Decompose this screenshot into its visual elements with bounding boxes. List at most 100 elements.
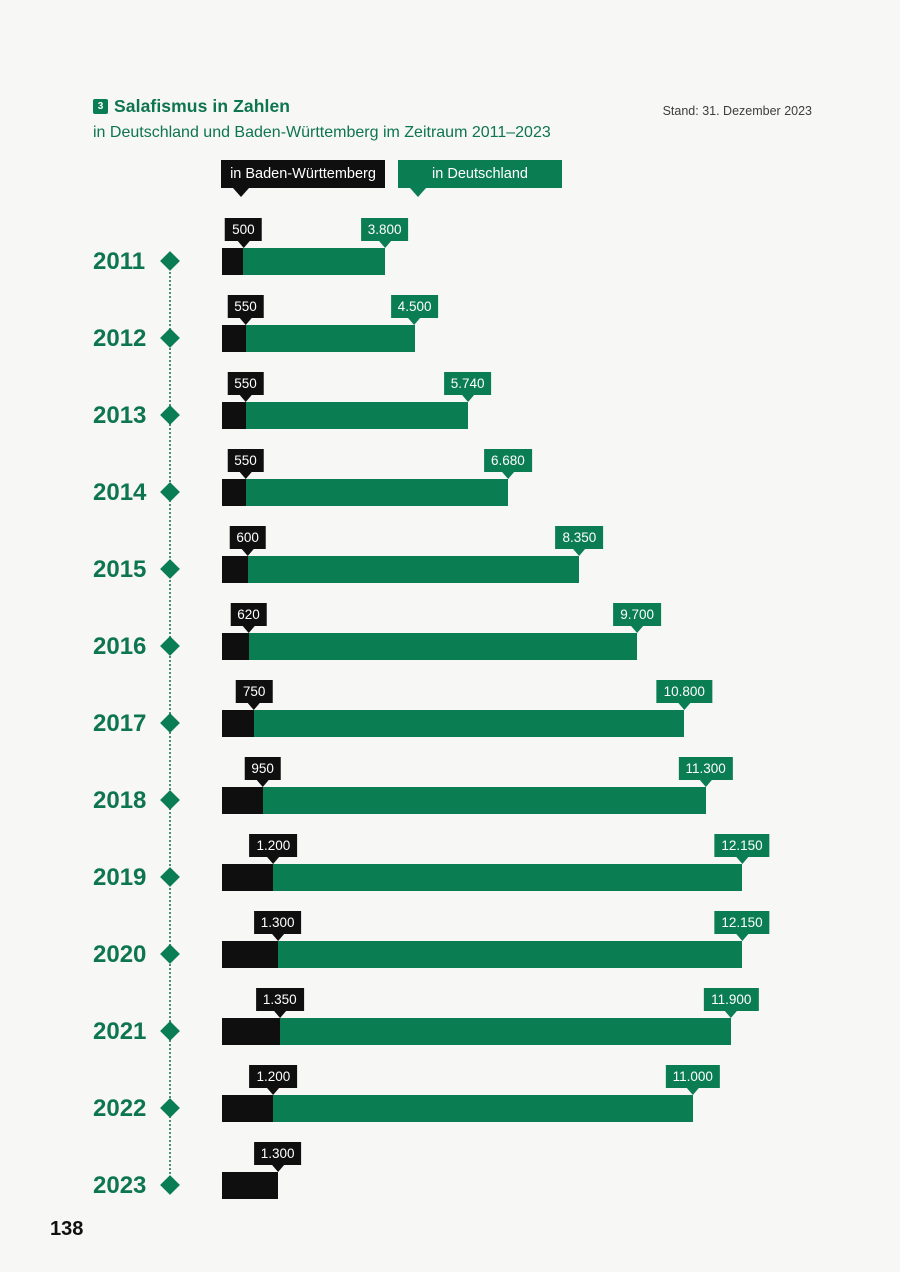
bar-group — [222, 1172, 278, 1199]
de-bar-segment — [245, 402, 468, 429]
bw-value-callout: 550 — [227, 372, 264, 395]
year-label: 2021 — [93, 1018, 147, 1045]
de-bar-segment — [262, 787, 706, 814]
bar-group — [222, 248, 385, 275]
bw-bar-segment — [222, 325, 246, 352]
bw-value-callout: 550 — [227, 449, 264, 472]
year-label: 2011 — [93, 248, 146, 275]
chart-title: Salafismus in Zahlen — [114, 96, 291, 116]
bw-bar-segment — [222, 1018, 280, 1045]
de-value-callout: 12.150 — [714, 834, 770, 857]
bw-value-callout: 500 — [225, 218, 262, 241]
bar-group — [222, 479, 508, 506]
de-value-callout: 10.800 — [656, 680, 712, 703]
chart-header: 3 Salafismus in Zahlen in Deutschland un… — [93, 96, 551, 142]
year-label: 2022 — [93, 1095, 147, 1122]
legend-item-deutschland: in Deutschland — [398, 160, 562, 197]
de-bar-segment — [248, 633, 638, 660]
year-label: 2014 — [93, 479, 147, 506]
year-marker-icon — [160, 790, 180, 810]
chart-row-2012: 2012 550 4.500 — [0, 294, 900, 354]
bw-bar-segment — [222, 556, 248, 583]
chart-row-2011: 2011 500 3.800 — [0, 217, 900, 277]
year-label: 2016 — [93, 633, 147, 660]
year-label: 2020 — [93, 941, 147, 968]
chart-row-2023: 2023 1.300 — [0, 1141, 900, 1201]
year-marker-icon — [160, 251, 180, 271]
de-bar-segment — [279, 1018, 732, 1045]
bw-value-callout: 620 — [230, 603, 267, 626]
bw-value-callout: 950 — [244, 757, 281, 780]
year-marker-icon — [160, 1021, 180, 1041]
bw-value-callout: 1.200 — [249, 1065, 298, 1088]
bar-group — [222, 325, 415, 352]
bw-value-callout: 600 — [229, 526, 266, 549]
de-value-callout: 3.800 — [360, 218, 409, 241]
bw-bar-segment — [222, 941, 278, 968]
de-bar-segment — [247, 556, 580, 583]
bw-value-callout: 1.350 — [255, 988, 304, 1011]
bw-value-callout: 1.300 — [253, 1142, 302, 1165]
chart-row-2017: 2017 750 10.800 — [0, 679, 900, 739]
de-value-callout: 12.150 — [714, 911, 770, 934]
year-marker-icon — [160, 867, 180, 887]
bar-group — [222, 556, 580, 583]
as-of-date: Stand: 31. Dezember 2023 — [662, 104, 812, 118]
bw-bar-segment — [222, 864, 274, 891]
chart-row-2022: 2022 1.200 11.000 — [0, 1064, 900, 1124]
de-value-callout: 5.740 — [443, 372, 492, 395]
de-value-callout: 9.700 — [613, 603, 662, 626]
year-label: 2017 — [93, 710, 147, 737]
year-marker-icon — [160, 559, 180, 579]
chart-row-2015: 2015 600 8.350 — [0, 525, 900, 585]
year-label: 2018 — [93, 787, 147, 814]
bw-bar-segment — [222, 402, 246, 429]
legend-item-baden-wuerttemberg: in Baden-Württemberg — [221, 160, 385, 197]
bar-group — [222, 864, 742, 891]
de-value-callout: 8.350 — [555, 526, 604, 549]
year-marker-icon — [160, 1098, 180, 1118]
de-bar-segment — [245, 479, 508, 506]
bw-bar-segment — [222, 633, 249, 660]
bw-bar-segment — [222, 479, 246, 506]
year-marker-icon — [160, 1175, 180, 1195]
bw-bar-segment — [222, 710, 255, 737]
de-value-callout: 11.300 — [678, 757, 733, 780]
bar-group — [222, 787, 706, 814]
bw-value-callout: 1.300 — [253, 911, 302, 934]
de-bar-segment — [277, 941, 742, 968]
chart-row-2020: 2020 1.300 12.150 — [0, 910, 900, 970]
bar-group — [222, 941, 742, 968]
bw-value-callout: 1.200 — [249, 834, 298, 857]
chart-row-2019: 2019 1.200 12.150 — [0, 833, 900, 893]
bar-group — [222, 633, 638, 660]
year-marker-icon — [160, 482, 180, 502]
year-label: 2023 — [93, 1172, 147, 1199]
de-value-callout: 11.000 — [665, 1065, 720, 1088]
de-bar-segment — [273, 1095, 693, 1122]
year-marker-icon — [160, 636, 180, 656]
page-number: 138 — [50, 1218, 84, 1240]
bar-group — [222, 402, 468, 429]
year-label: 2013 — [93, 402, 147, 429]
de-bar-segment — [273, 864, 742, 891]
bw-bar-segment — [222, 1095, 274, 1122]
year-marker-icon — [160, 944, 180, 964]
figure-number-badge: 3 — [93, 99, 108, 114]
bar-group — [222, 1018, 732, 1045]
year-label: 2015 — [93, 556, 147, 583]
de-value-callout: 11.900 — [704, 988, 759, 1011]
chart-row-2018: 2018 950 11.300 — [0, 756, 900, 816]
bar-group — [222, 710, 685, 737]
chart-subtitle: in Deutschland und Baden-Württemberg im … — [93, 124, 551, 141]
chart-row-2013: 2013 550 5.740 — [0, 371, 900, 431]
bw-value-callout: 550 — [227, 295, 264, 318]
de-bar-segment — [254, 710, 685, 737]
year-marker-icon — [160, 713, 180, 733]
year-marker-icon — [160, 405, 180, 425]
de-bar-segment — [245, 325, 415, 352]
bar-group — [222, 1095, 693, 1122]
bw-bar-segment — [222, 787, 263, 814]
